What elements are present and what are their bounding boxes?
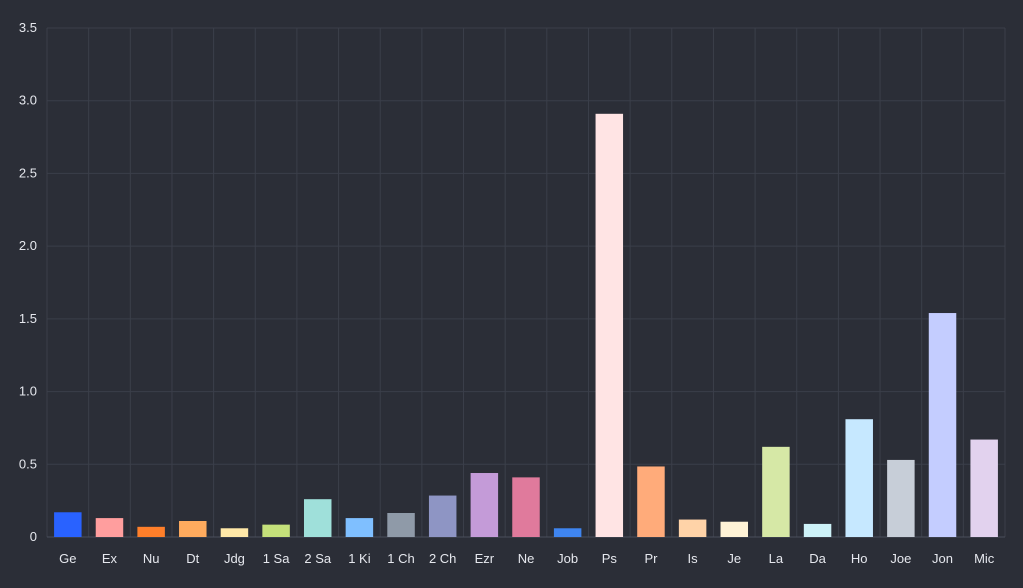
y-tick-label: 3.0 — [19, 93, 37, 108]
y-tick-label: 1.0 — [19, 384, 37, 399]
bar-1-sa — [262, 524, 290, 537]
bar-jon — [928, 313, 957, 537]
bar-ezr — [470, 473, 499, 537]
bar-jdg — [220, 528, 249, 537]
y-tick-label: 2.0 — [19, 238, 37, 253]
bars — [54, 113, 998, 537]
x-tick-label: Ho — [851, 551, 868, 566]
bar-1-ch — [387, 513, 415, 537]
x-tick-label: 2 Sa — [304, 551, 332, 566]
x-tick-label: Pr — [644, 551, 658, 566]
bar-mic — [970, 439, 998, 537]
y-tick-label: 1.5 — [19, 311, 37, 326]
x-tick-label: Nu — [143, 551, 160, 566]
x-tick-label: Jdg — [224, 551, 245, 566]
x-tick-label: Ne — [518, 551, 535, 566]
bar-2-ch — [428, 495, 457, 537]
x-tick-label: 1 Sa — [263, 551, 291, 566]
x-tick-label: Ps — [602, 551, 618, 566]
bar-ge — [54, 512, 82, 537]
x-tick-label: Je — [727, 551, 741, 566]
x-tick-label: Dt — [186, 551, 199, 566]
bar-1-ki — [345, 518, 374, 537]
bar-is — [678, 519, 707, 537]
y-tick-label: 0.5 — [19, 456, 37, 471]
grid — [46, 27, 1006, 538]
bar-2-sa — [303, 499, 332, 537]
x-tick-label: 1 Ch — [387, 551, 414, 566]
x-tick-label: Mic — [974, 551, 995, 566]
x-tick-label: Job — [557, 551, 578, 566]
x-tick-label: La — [769, 551, 784, 566]
y-axis: 0 0.5 1.0 1.5 2.0 2.5 3.0 3.5 — [19, 20, 37, 544]
bar-ne — [512, 477, 540, 537]
x-tick-label: 1 Ki — [348, 551, 371, 566]
bar-da — [803, 523, 832, 537]
bar-joe — [887, 459, 915, 537]
bar-job — [553, 528, 582, 537]
x-axis: Ge Ex Nu Dt Jdg 1 Sa 2 Sa 1 Ki 1 Ch 2 Ch Ezr Ne Job P… — [59, 551, 995, 566]
bar-pr — [637, 466, 665, 537]
bar-la — [762, 446, 790, 537]
bar-ho — [845, 419, 873, 537]
bar-je — [720, 521, 749, 537]
y-tick-label: 2.5 — [19, 165, 37, 180]
x-tick-label: Joe — [890, 551, 911, 566]
x-tick-label: Ezr — [475, 551, 495, 566]
x-tick-label: Ge — [59, 551, 76, 566]
bar-ps — [595, 113, 624, 537]
bar-nu — [137, 526, 165, 537]
x-tick-label: Is — [688, 551, 699, 566]
x-tick-label: 2 Ch — [429, 551, 456, 566]
x-tick-label: Jon — [932, 551, 953, 566]
y-tick-label: 0 — [30, 529, 37, 544]
bar-ex — [95, 518, 124, 537]
y-tick-label: 3.5 — [19, 20, 37, 35]
x-tick-label: Ex — [102, 551, 118, 566]
bar-dt — [179, 521, 207, 537]
x-tick-label: Da — [809, 551, 826, 566]
